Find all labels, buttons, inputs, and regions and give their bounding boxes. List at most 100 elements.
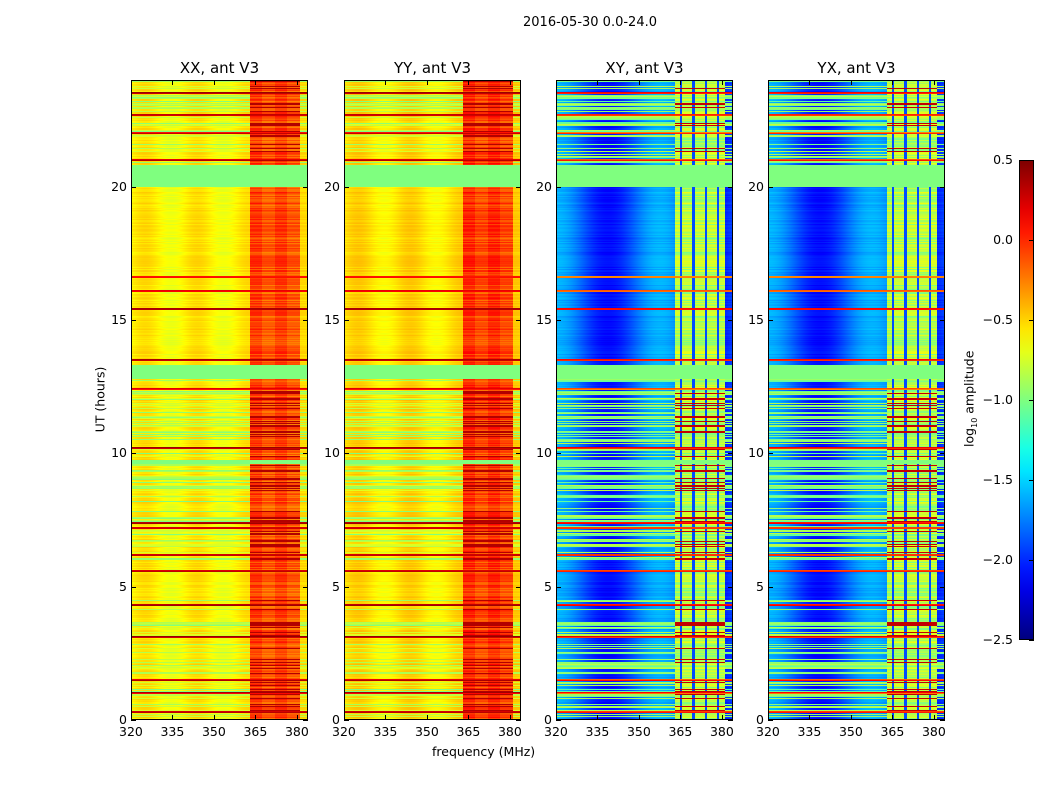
heatmap-image — [344, 80, 521, 720]
y-tick-mark — [940, 453, 945, 455]
x-tick-mark — [131, 80, 132, 85]
y-tick-mark — [940, 720, 945, 721]
y-tick-mark — [516, 720, 521, 721]
y-tick-label: 15 — [748, 312, 764, 327]
y-tick-label: 5 — [756, 578, 764, 594]
y-tick-mark — [303, 186, 308, 188]
y-tick-mark — [344, 320, 349, 321]
colorbar-tick-label: 0.5 — [993, 152, 1013, 167]
x-tick-mark — [638, 715, 640, 720]
y-tick-label: 5 — [332, 578, 340, 594]
y-tick-label: 20 — [111, 178, 127, 194]
x-tick-mark — [638, 80, 640, 85]
y-tick-label: 20 — [324, 178, 340, 194]
y-tick-mark — [303, 320, 308, 321]
colorbar-tick-mark — [1029, 400, 1034, 401]
x-tick-label: 350 — [201, 724, 226, 739]
x-tick-label: 380 — [497, 724, 522, 739]
y-tick-mark — [516, 186, 521, 188]
x-tick-mark — [426, 80, 428, 85]
y-tick-mark — [516, 320, 521, 321]
x-tick-label: 365 — [243, 724, 268, 739]
colorbar-tick-label: 0.0 — [993, 232, 1013, 247]
x-tick-label: 320 — [332, 724, 356, 739]
colorbar-tick-label: −1.0 — [982, 392, 1013, 407]
y-tick-label: 15 — [536, 312, 552, 327]
x-tick-mark — [468, 715, 470, 720]
x-tick-label: 320 — [544, 724, 568, 739]
panel-title: YX, ant V3 — [817, 59, 896, 77]
y-tick-mark — [556, 320, 561, 321]
colorbar-tick-mark — [1029, 560, 1034, 561]
x-tick-mark — [933, 715, 935, 720]
x-tick-label: 335 — [585, 724, 610, 739]
y-tick-mark — [516, 586, 521, 588]
y-tick-mark — [556, 586, 561, 588]
colorbar-tick-mark — [1029, 320, 1034, 321]
y-tick-mark — [131, 186, 136, 188]
axes-frame — [131, 80, 308, 720]
y-tick-mark — [344, 453, 349, 455]
y-tick-mark — [303, 586, 308, 588]
x-tick-label: 365 — [456, 724, 481, 739]
y-tick-label: 0 — [332, 712, 340, 727]
y-tick-mark — [344, 720, 349, 721]
y-tick-label: 20 — [536, 178, 552, 194]
heatmap-panel — [556, 80, 733, 721]
x-tick-mark — [850, 80, 852, 85]
x-tick-mark — [556, 80, 557, 85]
y-tick-mark — [303, 720, 308, 721]
axes-frame — [768, 80, 945, 720]
y-tick-label: 10 — [536, 445, 552, 461]
panel-title: XY, ant V3 — [605, 59, 684, 77]
y-tick-mark — [940, 186, 945, 188]
axes-frame — [344, 80, 521, 720]
y-tick-label: 5 — [119, 578, 127, 594]
x-tick-mark — [597, 80, 599, 85]
y-tick-mark — [516, 453, 521, 455]
x-tick-mark — [680, 715, 682, 720]
x-tick-mark — [680, 80, 682, 85]
x-tick-mark — [509, 715, 511, 720]
y-tick-label: 10 — [748, 445, 764, 461]
y-tick-mark — [940, 586, 945, 588]
y-tick-mark — [728, 186, 733, 188]
y-tick-mark — [768, 453, 773, 455]
x-tick-mark — [255, 715, 257, 720]
y-tick-mark — [728, 586, 733, 588]
x-tick-mark — [809, 80, 811, 85]
y-tick-label: 10 — [111, 445, 127, 461]
y-tick-label: 20 — [748, 178, 764, 194]
x-axis-label: frequency (MHz) — [432, 744, 536, 759]
heatmap-panel — [344, 80, 521, 721]
x-tick-label: 365 — [880, 724, 905, 739]
panel-title: XX, ant V3 — [179, 59, 260, 77]
heatmap-image — [556, 80, 733, 720]
y-tick-mark — [556, 720, 561, 721]
x-tick-label: 320 — [119, 724, 143, 739]
colorbar-label: log10 amplitude — [961, 319, 979, 479]
figure-title: 2016-05-30 0.0-24.0 — [523, 15, 657, 30]
x-tick-mark — [768, 80, 769, 85]
heatmap-image — [131, 80, 308, 720]
y-tick-mark — [768, 320, 773, 321]
x-tick-mark — [172, 80, 174, 85]
colorbar-tick-label: −0.5 — [982, 312, 1013, 327]
y-tick-label: 5 — [544, 578, 552, 594]
colorbar-tick-label: −1.5 — [982, 472, 1013, 487]
axes-frame — [556, 80, 733, 720]
x-tick-mark — [296, 80, 298, 85]
colorbar-tick-mark — [1029, 480, 1034, 481]
x-tick-mark — [809, 715, 811, 720]
x-tick-mark — [344, 715, 345, 720]
colorbar-tick-mark — [1029, 640, 1034, 641]
x-tick-mark — [933, 80, 935, 85]
y-tick-label: 10 — [324, 445, 340, 461]
colorbar-label-prefix: log — [961, 427, 977, 447]
x-tick-mark — [255, 80, 257, 85]
x-tick-label: 380 — [921, 724, 946, 739]
y-tick-mark — [768, 186, 773, 188]
colorbar-tick-mark — [1029, 160, 1034, 161]
x-tick-mark — [892, 80, 894, 85]
y-tick-mark — [728, 720, 733, 721]
